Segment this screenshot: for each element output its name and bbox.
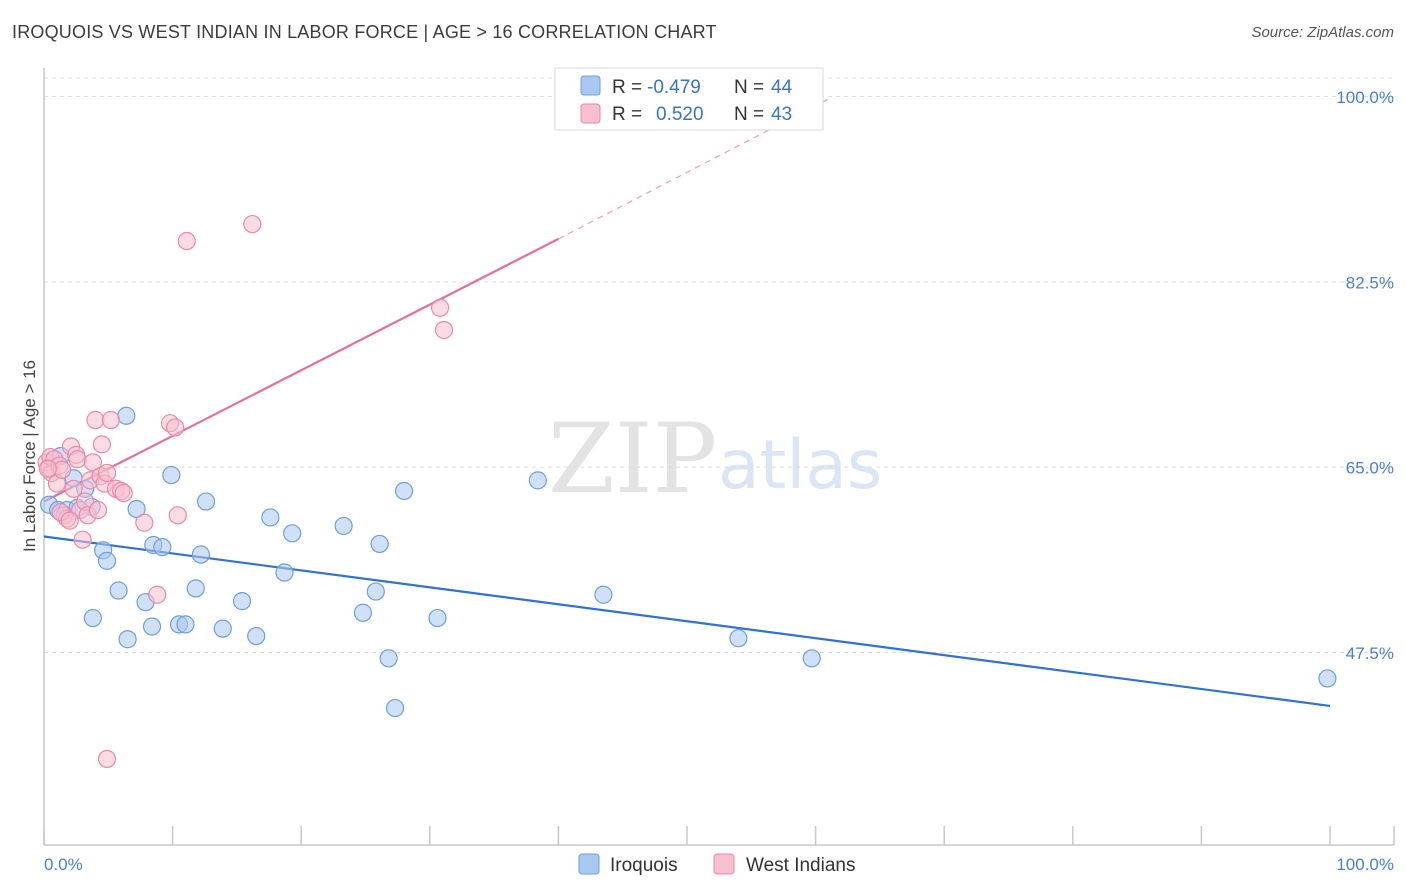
iroquois-point-9 <box>109 581 128 600</box>
iroquois-point-10 <box>117 406 136 425</box>
iroquois-point-24 <box>213 619 232 638</box>
y-axis-label: In Labor Force | Age > 16 <box>20 360 39 552</box>
iroquois-point-26 <box>247 626 266 646</box>
iroquois-point-35 <box>385 698 405 718</box>
west-indians-point-13 <box>68 450 87 469</box>
west-indians-point-25 <box>97 463 117 483</box>
west-indians-point-19 <box>83 453 102 472</box>
iroquois-point-40 <box>729 629 748 648</box>
trend-line-1 <box>43 237 559 503</box>
y-tick-label-2: 82.5% <box>1346 273 1394 292</box>
iroquois-point-11 <box>83 608 102 628</box>
iroquois-point-20 <box>176 615 195 634</box>
legend-swatch-west-indians <box>580 103 601 124</box>
west-indians-point-20 <box>86 410 105 430</box>
iroquois-point-28 <box>275 563 294 582</box>
west-indians-point-40 <box>60 511 79 530</box>
west-indians-point-38 <box>97 749 117 769</box>
watermark-zip: ZIP <box>548 403 717 515</box>
trend-line-0 <box>43 535 1331 708</box>
stats-legend: R = -0.479 N = 44 R = 0.520 N = 43 <box>554 67 824 131</box>
iroquois-point-36 <box>394 481 414 501</box>
legend-r-label-west-indians: R = <box>612 104 642 125</box>
iroquois-point-8 <box>97 551 117 570</box>
west-indians-point-23 <box>92 435 111 454</box>
west-indians-point-30 <box>148 585 167 604</box>
iroquois-point-32 <box>366 582 385 601</box>
legend-bottom-swatch-iroquois <box>578 853 600 875</box>
iroquois-point-25 <box>232 592 252 611</box>
data-points <box>37 214 1337 769</box>
iroquois-point-15 <box>142 617 162 636</box>
iroquois-point-13 <box>127 499 146 519</box>
legend-r-value-iroquois: -0.479 <box>647 77 701 98</box>
west-indians-point-32 <box>166 418 185 437</box>
series-legend: Iroquois West Indians <box>578 853 855 876</box>
iroquois-point-41 <box>802 649 821 668</box>
iroquois-point-33 <box>370 534 389 554</box>
source-credit: Source: ZipAtlas.com <box>1251 24 1394 41</box>
legend-bottom-swatch-west-indians <box>713 853 735 875</box>
west-indians-point-26 <box>101 410 120 430</box>
west-indians-point-33 <box>168 506 187 525</box>
iroquois-point-29 <box>283 524 302 543</box>
x-tick-label-max: 100.0% <box>1336 855 1394 874</box>
west-indians-point-15 <box>73 530 92 549</box>
west-indians-point-35 <box>243 214 262 234</box>
iroquois-point-18 <box>162 465 181 485</box>
legend-r-value-west-indians: 0.520 <box>656 104 704 125</box>
x-tick-label-min: 0.0% <box>44 855 83 874</box>
legend-n-value-iroquois: 44 <box>771 77 793 98</box>
legend-r-label-iroquois: R = <box>612 77 642 98</box>
iroquois-point-23 <box>196 492 216 511</box>
west-indians-point-41 <box>38 459 57 478</box>
iroquois-point-22 <box>191 545 210 564</box>
watermark-atlas: atlas <box>718 426 882 505</box>
legend-n-label-west-indians: N = <box>734 104 764 125</box>
iroquois-point-34 <box>379 649 398 668</box>
iroquois-point-17 <box>153 537 172 557</box>
iroquois-point-38 <box>528 471 547 490</box>
iroquois-point-42 <box>1318 669 1337 688</box>
y-tick-label-1: 65.0% <box>1346 459 1394 478</box>
iroquois-point-39 <box>594 585 613 604</box>
iroquois-point-21 <box>186 579 205 598</box>
iroquois-point-30 <box>334 516 353 536</box>
iroquois-point-27 <box>261 508 280 527</box>
y-axis-tick-labels: 47.5% 65.0% 82.5% 100.0% <box>1336 88 1394 663</box>
iroquois-point-12 <box>118 630 137 649</box>
y-tick-label-0: 47.5% <box>1346 644 1394 663</box>
legend-swatch-iroquois <box>580 75 601 96</box>
legend-bottom-label-iroquois: Iroquois <box>610 855 678 876</box>
legend-n-label-iroquois: N = <box>734 77 764 98</box>
west-indians-point-29 <box>135 513 154 532</box>
west-indians-point-11 <box>64 479 83 498</box>
gridlines <box>44 77 1394 653</box>
west-indians-point-21 <box>88 500 108 520</box>
y-tick-label-3: 100.0% <box>1336 88 1394 107</box>
legend-bottom-label-west-indians: West Indians <box>746 855 855 876</box>
west-indians-point-36 <box>430 298 450 317</box>
x-axis-ticks <box>43 826 1395 845</box>
chart-title: IROQUOIS VS WEST INDIAN IN LABOR FORCE |… <box>12 22 717 42</box>
legend-n-value-west-indians: 43 <box>771 104 792 125</box>
west-indians-point-34 <box>177 231 196 251</box>
west-indians-point-42 <box>114 483 133 503</box>
west-indians-point-37 <box>434 320 454 340</box>
iroquois-point-37 <box>428 608 447 628</box>
iroquois-point-31 <box>353 603 373 622</box>
